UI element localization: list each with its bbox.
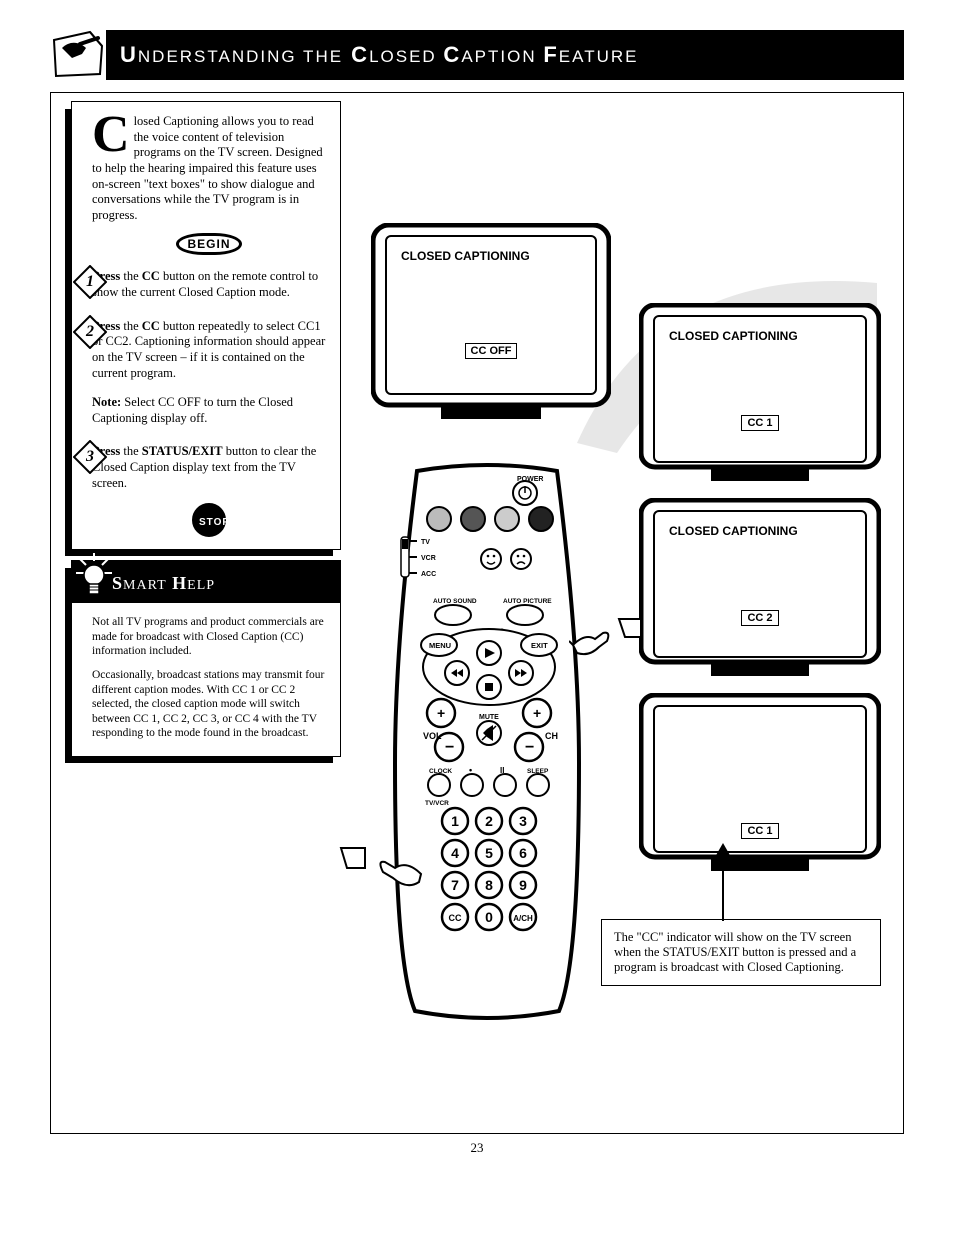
svg-text:CH: CH xyxy=(545,731,558,741)
main-frame: Closed Captioning allows you to read the… xyxy=(50,92,904,1134)
step-1-text: Press the CC button on the remote contro… xyxy=(92,269,326,300)
drop-cap: C xyxy=(92,114,130,156)
svg-text:−: − xyxy=(525,739,534,756)
page: UNDERSTANDING THE CLOSED CAPTION FEATURE… xyxy=(0,0,954,1186)
svg-text:8: 8 xyxy=(485,877,493,893)
step-2-text: Press the CC button repeatedly to select… xyxy=(92,319,326,382)
t: APTION xyxy=(461,47,543,66)
t: ELP xyxy=(187,578,215,593)
note-hand-icon xyxy=(50,30,106,80)
t: H xyxy=(167,573,188,593)
svg-text:ACC: ACC xyxy=(421,571,436,578)
step-3-marker: 3 xyxy=(73,440,107,474)
svg-text:EXIT: EXIT xyxy=(531,641,548,650)
smart-help-panel: SMART HELP Not all TV programs and produ… xyxy=(71,560,341,757)
svg-text:0: 0 xyxy=(485,909,493,925)
svg-text:A/CH: A/CH xyxy=(513,914,533,923)
lightbulb-icon xyxy=(74,551,114,607)
step-2-marker: 2 xyxy=(73,315,107,349)
t: NDERSTANDING THE xyxy=(138,47,343,66)
note-text: Note: Select CC OFF to turn the Closed C… xyxy=(92,395,326,426)
t: MART xyxy=(123,578,167,593)
smart-help-header: SMART HELP xyxy=(72,561,340,603)
svg-text:MUTE: MUTE xyxy=(479,714,499,721)
t: C xyxy=(343,42,369,67)
tv-cc-label: CLOSED CAPTIONING xyxy=(401,249,581,263)
svg-text:TV: TV xyxy=(421,539,430,546)
callout-box: The "CC" indicator will show on the TV s… xyxy=(601,919,881,986)
remote-control: POWER TV VCR ACC xyxy=(387,463,587,1023)
svg-text:AUTO PICTURE: AUTO PICTURE xyxy=(503,598,552,605)
tv-preview-cc2: CLOSED CAPTIONING CC 2 xyxy=(639,498,881,680)
tv-cc-label: CLOSED CAPTIONING xyxy=(669,524,851,538)
t: EATURE xyxy=(559,47,639,66)
svg-text:2: 2 xyxy=(485,813,493,829)
intro-paragraph: Closed Captioning allows you to read the… xyxy=(92,114,326,223)
svg-text:5: 5 xyxy=(485,845,493,861)
svg-text:9: 9 xyxy=(519,877,527,893)
tv-preview-cc1: CLOSED CAPTIONING CC 1 xyxy=(639,303,881,485)
stop-badge: STOP xyxy=(192,503,226,537)
svg-text:VOL: VOL xyxy=(423,731,442,741)
svg-text:7: 7 xyxy=(451,877,459,893)
tv-preview-main: CLOSED CAPTIONING CC OFF xyxy=(371,223,611,423)
pointer-hand-cc-icon xyxy=(337,838,423,898)
svg-text:VCR: VCR xyxy=(421,555,436,562)
begin-badge: BEGIN xyxy=(176,233,241,255)
page-number: 23 xyxy=(50,1140,904,1156)
tv-cc-mode: CC 1 xyxy=(741,823,778,839)
pointer-hand-exit-icon xyxy=(569,615,641,665)
left-column: Closed Captioning allows you to read the… xyxy=(51,93,347,1133)
right-column: CLOSED CAPTIONING CC OFF CLOSED CAPTIONI… xyxy=(347,93,903,1133)
tv-preview-status: CC 1 xyxy=(639,693,881,875)
svg-text:6: 6 xyxy=(519,845,527,861)
svg-text:4: 4 xyxy=(451,845,459,861)
tv-cc-mode: CC OFF xyxy=(465,343,518,359)
timeline-line xyxy=(69,282,72,542)
step-1-marker: 1 xyxy=(73,265,107,299)
arrow-up-icon xyxy=(703,843,743,923)
svg-text:3: 3 xyxy=(519,813,527,829)
svg-text:+: + xyxy=(533,705,541,721)
header: UNDERSTANDING THE CLOSED CAPTION FEATURE xyxy=(50,30,904,80)
svg-text:1: 1 xyxy=(451,813,459,829)
tv-cc-mode: CC 1 xyxy=(741,415,778,431)
t: C xyxy=(443,42,461,67)
svg-text:−: − xyxy=(445,739,454,756)
svg-text:+: + xyxy=(437,705,445,721)
step-3-text: Press the STATUS/EXIT button to clear th… xyxy=(92,444,326,491)
svg-text:MENU: MENU xyxy=(429,641,451,650)
tv-cc-label: CLOSED CAPTIONING xyxy=(669,329,851,343)
svg-text:AUTO SOUND: AUTO SOUND xyxy=(433,598,477,605)
section-title: UNDERSTANDING THE CLOSED CAPTION FEATURE xyxy=(106,30,904,80)
instructions-panel: Closed Captioning allows you to read the… xyxy=(71,101,341,550)
svg-text:TV/VCR: TV/VCR xyxy=(425,800,449,807)
svg-text:CC: CC xyxy=(449,913,462,923)
help-p1: Not all TV programs and product commerci… xyxy=(92,615,326,658)
tv-cc-mode: CC 2 xyxy=(741,610,778,626)
help-p2: Occasionally, broadcast stations may tra… xyxy=(92,668,326,740)
t: U xyxy=(120,42,138,67)
t: F xyxy=(543,42,558,67)
t: LOSED xyxy=(369,47,443,66)
